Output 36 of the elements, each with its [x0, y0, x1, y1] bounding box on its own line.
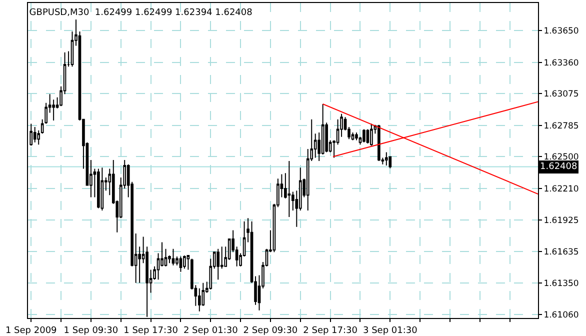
- y-tick-label: 1.63075: [544, 90, 579, 100]
- y-tick-label: 1.61060: [544, 310, 579, 321]
- candlestick: [384, 152, 388, 166]
- candlestick: [97, 168, 100, 209]
- x-tick-label: 2 Sep 01:30: [183, 326, 238, 336]
- candlestick: [183, 254, 186, 270]
- candlestick: [216, 248, 220, 280]
- candlestick: [370, 123, 373, 146]
- y-tick-label: 1.62210: [544, 184, 579, 194]
- x-tick-label: 1 Sep 2009: [5, 326, 58, 336]
- candlestick: [186, 254, 190, 270]
- y-tick-label: 1.63360: [544, 58, 579, 68]
- candlestick: [288, 160, 291, 218]
- ref-line-label: 1.62408: [540, 162, 578, 172]
- y-tick-label: 1.61350: [544, 278, 579, 289]
- candlestick: [378, 124, 380, 162]
- candlestick: [100, 167, 104, 211]
- candlestick: [37, 130, 40, 146]
- y-tick-label: 1.63650: [544, 26, 579, 36]
- y-tick-label: 1.61635: [544, 248, 579, 258]
- candlestick: [30, 123, 33, 146]
- x-tick-label: 1 Sep 17:30: [124, 326, 178, 336]
- x-tick-label: 2 Sep 09:30: [243, 326, 298, 336]
- x-tick-label: 1 Sep 09:30: [64, 326, 118, 336]
- candlestick: [388, 156, 392, 169]
- x-tick-label: 2 Sep 17:30: [303, 326, 358, 336]
- candlestick: [179, 256, 182, 272]
- candlestick: [33, 126, 36, 143]
- candlestick: [355, 132, 358, 141]
- x-tick-label: 3 Sep 01:30: [362, 326, 418, 336]
- y-tick-label: 1.62500: [544, 152, 579, 163]
- candlestick: [362, 128, 366, 143]
- candlestick: [172, 248, 175, 266]
- y-tick-label: 1.61925: [544, 216, 579, 226]
- text: GBPUSD,M30 1.62499 1.62499 1.62394 1.62408: [29, 8, 253, 18]
- y-tick-label: 1.62785: [544, 121, 579, 132]
